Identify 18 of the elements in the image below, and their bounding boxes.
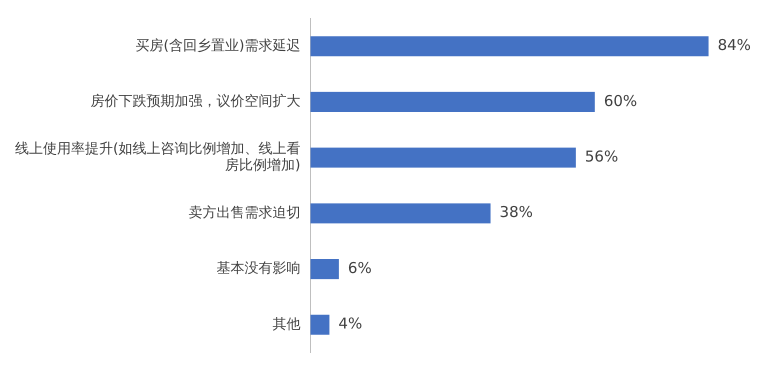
- bar: [310, 36, 709, 56]
- data-label: 60%: [604, 92, 638, 110]
- data-label: 56%: [584, 148, 618, 166]
- data-label: 6%: [348, 258, 372, 277]
- data-label: 38%: [500, 203, 533, 222]
- bar: [310, 259, 339, 280]
- bar: [310, 203, 491, 224]
- y-tick-label: 线上使用率提升(如线上咨询比例增加、线上看房比例增加): [14, 140, 300, 174]
- data-label: 84%: [718, 36, 751, 54]
- bar: [310, 92, 595, 112]
- bar: [310, 314, 330, 335]
- y-tick-label: 基本没有影响: [216, 260, 300, 277]
- data-label: 4%: [338, 314, 362, 333]
- bar: [310, 148, 576, 168]
- y-tick-label: 房价下跌预期加强，议价空间扩大: [90, 94, 300, 110]
- y-tick-label: 买房(含回乡置业)需求延迟: [136, 38, 300, 54]
- y-tick-label: 其他: [272, 316, 300, 332]
- y-tick-label: 卖方出售需求迫切: [188, 204, 300, 221]
